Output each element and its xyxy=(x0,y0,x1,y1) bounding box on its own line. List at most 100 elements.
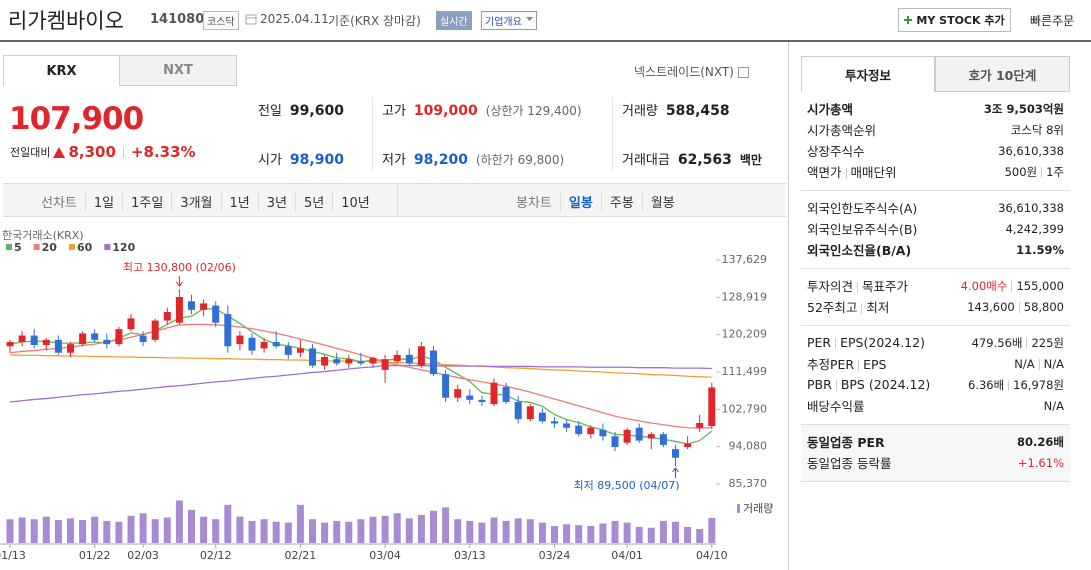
info-tab[interactable]: 투자정보 xyxy=(801,56,935,92)
info-row: 동일업종 PER 80.26배 xyxy=(807,431,1064,452)
stock-name: 리가켐바이오 xyxy=(8,9,124,33)
info-value-part: 6.36배 xyxy=(967,377,1005,392)
legend-label: 20 xyxy=(42,241,58,254)
info-section: 외국인한도주식수(A) 36,610,338 외국인보유주식수(B) 4,242,39… xyxy=(801,191,1070,269)
period-item[interactable]: 3개월 xyxy=(171,192,220,211)
candle-body xyxy=(599,429,607,437)
candle-body xyxy=(611,436,619,448)
my-stock-label: MY STOCK 추가 xyxy=(916,14,1005,27)
info-label-part: 외국인한도주식수(A) xyxy=(807,201,918,216)
info-section: 투자의견 목표주가 4.00매수 155,000 52주최고 최저 143,600 58,80… xyxy=(801,269,1070,326)
y-tick-label: 102,790 xyxy=(722,402,768,415)
period-item[interactable]: 월봉 xyxy=(641,192,683,211)
info-row: 외국인한도주식수(A) 36,610,338 xyxy=(807,197,1064,218)
orderbook-tab[interactable]: 호가 10단계 xyxy=(935,56,1070,92)
info-value: N/A xyxy=(1044,399,1064,413)
stat-value: 99,600 xyxy=(289,103,344,119)
high-arrow xyxy=(176,276,183,287)
info-value-part: +1.61% xyxy=(1017,455,1064,470)
period-item[interactable]: 주봉 xyxy=(600,192,642,211)
info-row: 상장주식수 36,610,338 xyxy=(807,140,1064,161)
volume-bar xyxy=(6,519,14,543)
info-label: 투자의견 목표주가 xyxy=(807,276,908,295)
volume-bar xyxy=(417,514,425,543)
nxt-tab[interactable]: NXT xyxy=(119,55,237,86)
change-rate: +8.33% xyxy=(130,143,196,161)
info-row: 외국인보유주식수(B) 4,242,399 xyxy=(807,218,1064,239)
info-label: 동일업종 등락률 xyxy=(807,453,891,472)
info-value: +1.61% xyxy=(1018,456,1064,470)
info-row: 추정PER EPS N/A N/A xyxy=(807,353,1064,374)
info-value-part: N/A xyxy=(1014,356,1035,371)
info-label-part: 투자의견 xyxy=(807,279,854,294)
nxt-link[interactable]: 넥스트레이드(NXT) xyxy=(634,63,749,80)
stock-code: 141080 xyxy=(150,12,205,27)
volume-bar xyxy=(345,521,353,543)
separator xyxy=(1026,337,1028,349)
x-tick-label: 03/13 xyxy=(454,549,486,562)
volume-bar xyxy=(79,520,87,543)
info-row: 배당수익률 N/A xyxy=(807,395,1064,416)
info-label-part: 동일업종 PER xyxy=(807,435,885,450)
candle-body xyxy=(405,354,413,364)
candle-body xyxy=(127,318,135,330)
candle-body xyxy=(647,434,655,439)
candle-body xyxy=(30,335,38,345)
info-value-part: 80.26배 xyxy=(1017,434,1064,449)
volume-bar xyxy=(478,522,486,543)
info-value-part: 479.56배 xyxy=(971,335,1023,350)
info-value: 479.56배 225원 xyxy=(972,335,1064,351)
y-tick-label: 85,370 xyxy=(729,477,768,490)
volume-bar xyxy=(502,520,510,543)
info-label-part: 외국인보유주식수(B) xyxy=(807,222,918,237)
stat-note: (상한가 129,400) xyxy=(485,104,582,118)
candle-body xyxy=(514,402,522,420)
period-item[interactable]: 일봉 xyxy=(559,192,601,211)
stat-label: 거래대금 xyxy=(622,153,670,168)
candle-body xyxy=(103,339,111,345)
candle-body xyxy=(309,348,316,366)
legend-label: 60 xyxy=(77,241,93,254)
volume-bar xyxy=(587,526,595,543)
candle-body xyxy=(708,387,716,427)
x-tick-label: 03/24 xyxy=(539,549,571,562)
info-value: N/A N/A xyxy=(1014,357,1064,371)
volume-bar xyxy=(248,520,256,543)
volume-bar xyxy=(575,525,583,543)
candle-body xyxy=(163,311,171,321)
volume-bar xyxy=(284,522,292,543)
volume-bar xyxy=(272,521,280,543)
current-price: 107,900 xyxy=(9,101,144,137)
separator xyxy=(857,282,859,293)
info-label: 액면가 매매단위 xyxy=(807,162,897,181)
candle-body xyxy=(684,443,692,448)
info-value-part: 코스닥 8위 xyxy=(1010,122,1064,137)
volume-label: 거래량 xyxy=(743,502,773,515)
period-item[interactable]: 10년 xyxy=(332,192,378,211)
volume-bar xyxy=(538,522,546,543)
info-value-part: 500원 xyxy=(1004,164,1038,179)
info-value-part: 225원 xyxy=(1031,335,1064,350)
krx-tab[interactable]: KRX xyxy=(3,55,120,86)
candle-body xyxy=(672,449,679,458)
info-value: 코스닥 8위 xyxy=(1011,122,1064,138)
volume-bar xyxy=(405,518,413,543)
quick-order[interactable]: 빠른주문 xyxy=(1030,14,1075,28)
candle-body xyxy=(369,357,377,364)
info-tabs: 투자정보 호가 10단계 xyxy=(801,56,1070,92)
period-item[interactable]: 1일 xyxy=(84,192,122,211)
period-item[interactable]: 3년 xyxy=(257,192,295,211)
info-value: 36,610,338 xyxy=(998,201,1064,215)
info-section: PER EPS(2024.12) 479.56배 225원 추정PER EPS N/A N/A… xyxy=(801,326,1070,425)
x-tick-label: 02/12 xyxy=(200,549,232,562)
stat-value: 98,900 xyxy=(289,152,344,168)
nxt-link-label: 넥스트레이드(NXT) xyxy=(634,65,734,79)
period-item[interactable]: 1주일 xyxy=(122,192,171,211)
separator xyxy=(1018,301,1020,313)
company-button[interactable]: 기업개요 xyxy=(481,11,537,30)
volume-bar xyxy=(369,516,377,543)
period-item[interactable]: 1년 xyxy=(220,192,258,211)
period-item[interactable]: 5년 xyxy=(295,192,332,211)
candle-body xyxy=(42,339,50,345)
my-stock-button[interactable]: MY STOCK 추가 xyxy=(898,8,1011,32)
